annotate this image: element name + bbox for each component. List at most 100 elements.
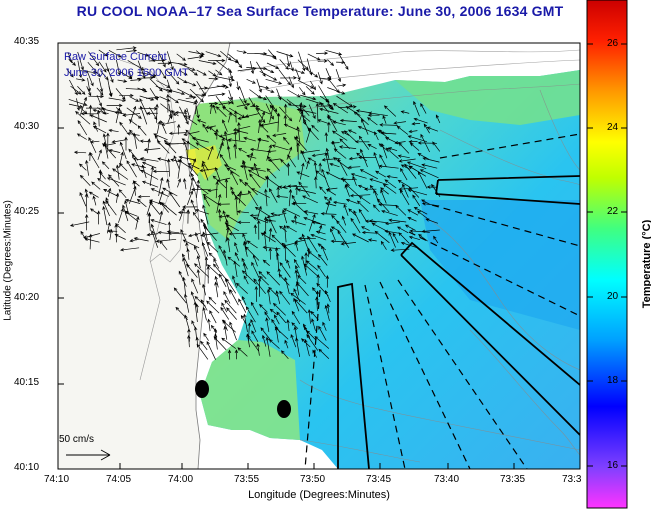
current-vector bbox=[140, 169, 159, 180]
current-vector bbox=[287, 184, 308, 188]
current-vector bbox=[232, 275, 237, 288]
current-vector bbox=[301, 114, 311, 122]
current-vector bbox=[151, 230, 159, 248]
current-vector bbox=[262, 245, 281, 250]
current-vector bbox=[294, 298, 308, 314]
current-vector bbox=[258, 119, 262, 134]
current-vector bbox=[408, 235, 421, 241]
current-vector bbox=[181, 138, 200, 150]
current-vector bbox=[176, 53, 186, 61]
current-vector bbox=[189, 88, 204, 103]
current-vector bbox=[199, 86, 208, 90]
current-vector bbox=[300, 149, 307, 163]
current-vector bbox=[233, 130, 238, 150]
current-vector bbox=[276, 51, 294, 58]
current-vector bbox=[325, 196, 332, 214]
current-vector bbox=[357, 125, 377, 135]
current-vector bbox=[332, 120, 346, 126]
current-vector bbox=[373, 189, 380, 204]
current-vector bbox=[143, 148, 161, 152]
current-vector bbox=[184, 314, 191, 332]
current-vector bbox=[343, 203, 349, 216]
colorbar-tick-label: 24 bbox=[607, 122, 619, 133]
current-vector bbox=[325, 171, 341, 180]
current-vector bbox=[124, 210, 139, 222]
current-vector bbox=[283, 208, 301, 217]
current-vector bbox=[105, 200, 117, 216]
current-vector bbox=[259, 275, 269, 286]
current-vector bbox=[217, 208, 222, 222]
current-vector bbox=[177, 76, 188, 84]
current-vector bbox=[299, 104, 310, 117]
current-vector bbox=[200, 299, 208, 311]
current-vector bbox=[289, 104, 307, 109]
current-vector bbox=[89, 152, 100, 169]
current-vector bbox=[92, 108, 109, 115]
current-vector bbox=[236, 50, 247, 54]
current-vector bbox=[283, 136, 290, 145]
current-vector bbox=[291, 310, 301, 325]
current-vector bbox=[102, 133, 107, 144]
current-vector bbox=[137, 194, 151, 199]
current-vector bbox=[202, 283, 207, 296]
current-vector bbox=[79, 191, 87, 207]
current-vector bbox=[228, 76, 232, 88]
current-vector bbox=[77, 60, 83, 79]
current-vector bbox=[207, 92, 226, 97]
current-vector bbox=[338, 145, 357, 149]
current-vector bbox=[216, 142, 224, 159]
current-vector bbox=[276, 186, 280, 196]
current-vector bbox=[193, 301, 198, 322]
current-vector bbox=[183, 131, 200, 136]
current-vector bbox=[413, 207, 428, 215]
current-vector bbox=[400, 167, 408, 181]
current-vector bbox=[166, 178, 170, 189]
current-vector bbox=[358, 135, 370, 150]
current-vector bbox=[413, 117, 428, 124]
current-vector bbox=[223, 325, 228, 340]
current-vector bbox=[360, 226, 370, 231]
current-vector bbox=[311, 318, 316, 331]
current-vector bbox=[150, 219, 167, 225]
overlay-line-1: Raw Surface Current bbox=[64, 51, 167, 63]
current-vector bbox=[124, 199, 130, 215]
current-vector bbox=[246, 154, 257, 159]
current-vector bbox=[315, 296, 319, 311]
current-vector bbox=[398, 158, 416, 163]
current-vector bbox=[226, 167, 240, 177]
current-vector bbox=[296, 108, 317, 114]
current-vector bbox=[299, 87, 306, 96]
current-vector bbox=[119, 141, 127, 160]
current-vector bbox=[380, 187, 389, 195]
current-vector bbox=[207, 318, 211, 332]
current-vector bbox=[330, 228, 336, 241]
current-vector bbox=[118, 208, 124, 223]
colorbar-tick-label: 26 bbox=[607, 38, 619, 49]
current-vector bbox=[159, 210, 163, 222]
current-vector bbox=[88, 94, 105, 99]
current-vector bbox=[272, 302, 286, 316]
current-vector bbox=[208, 77, 219, 81]
current-vector bbox=[296, 171, 310, 178]
current-vector bbox=[425, 218, 439, 224]
current-vector bbox=[156, 140, 170, 154]
current-vector bbox=[264, 311, 271, 320]
current-vector bbox=[183, 293, 190, 313]
current-vector bbox=[202, 160, 209, 171]
colorbar bbox=[586, 0, 628, 509]
current-vector bbox=[269, 308, 278, 316]
current-vector bbox=[251, 330, 259, 342]
current-vector bbox=[196, 268, 201, 285]
current-vector bbox=[213, 258, 220, 269]
current-vector bbox=[80, 96, 88, 115]
current-vector bbox=[166, 51, 174, 71]
current-vector bbox=[379, 154, 387, 168]
current-vector bbox=[235, 282, 248, 294]
current-vector bbox=[266, 144, 272, 161]
current-vector bbox=[380, 240, 387, 250]
current-vector bbox=[315, 170, 327, 179]
current-vector bbox=[279, 262, 291, 278]
current-vector bbox=[239, 86, 247, 104]
current-vector bbox=[185, 95, 197, 100]
current-vector bbox=[240, 314, 246, 324]
